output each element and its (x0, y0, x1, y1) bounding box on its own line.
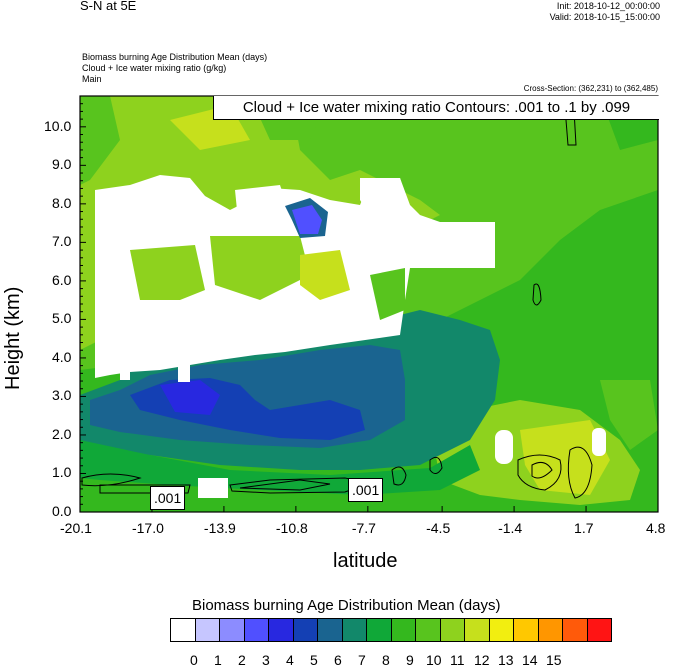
colorbar-swatch (171, 619, 195, 641)
y-tick-label: 2.0 (52, 425, 72, 442)
x-tick-label: -17.0 (131, 520, 164, 536)
y-tick-label: 3.0 (52, 387, 72, 404)
colorbar-swatch (415, 619, 440, 641)
contour-label: .001 (348, 478, 384, 502)
colorbar-label: 7 (358, 652, 366, 668)
colorbar-label: 14 (522, 652, 538, 668)
colorbar-swatch (562, 619, 587, 641)
colorbar-swatch (439, 619, 464, 641)
colorbar-swatch (243, 619, 268, 641)
y-tick-label: 8.0 (52, 194, 72, 211)
region-blue-spot-8km (292, 205, 322, 234)
field-label-1: Biomass burning Age Distribution Mean (d… (82, 52, 268, 62)
y-tick-label: 7.0 (52, 233, 72, 250)
colorbar-label: 11 (450, 652, 465, 668)
colorbar-label: 0 (190, 652, 198, 668)
contour-label: .001 (150, 486, 186, 510)
y-tick-label: 1.0 (52, 464, 72, 481)
init-time: Init: 2018-10-12_00:00:00 (556, 1, 660, 11)
colorbar-label: 15 (546, 652, 562, 668)
colorbar-label: 6 (334, 652, 342, 668)
y-tick-label: 0.0 (52, 503, 72, 519)
colorbar-swatch (586, 619, 611, 641)
colorbar-label: 9 (406, 652, 414, 668)
colorbar-label: 4 (286, 652, 294, 668)
colorbar-swatch (317, 619, 342, 641)
x-tick-label: 1.7 (574, 520, 594, 536)
plot-title: S-N at 5E (80, 0, 137, 13)
colorbar-swatch (219, 619, 244, 641)
colorbar-swatch (268, 619, 293, 641)
x-tick-label: -4.5 (426, 520, 451, 536)
y-axis-label: Height (km) (2, 286, 24, 390)
colorbar-label: 12 (474, 652, 490, 668)
field-label-2: Cloud + Ice water mixing ratio (g/kg) (82, 63, 227, 73)
colorbar-swatch (390, 619, 415, 641)
y-tick-label: 9.0 (52, 156, 72, 173)
colorbar-swatch (513, 619, 538, 641)
valid-time: Valid: 2018-10-15_15:00:00 (549, 12, 660, 22)
colorbar-swatch (537, 619, 562, 641)
y-tick-label: 6.0 (52, 271, 72, 288)
colorbar-label: 1 (214, 652, 222, 668)
colorbar-label: 2 (238, 652, 246, 668)
x-tick-label: 4.8 (646, 520, 666, 536)
colorbar-swatch (488, 619, 513, 641)
colorbar-swatch (341, 619, 366, 641)
contour-info-box: Cloud + Ice water mixing ratio Contours:… (213, 96, 659, 120)
colorbar-swatch (292, 619, 317, 641)
x-tick-label: -10.8 (275, 520, 308, 536)
colorbar-label: 10 (426, 652, 442, 668)
axis-ticks (79, 95, 659, 513)
colorbar-label: 8 (382, 652, 390, 668)
colorbar-label: 13 (498, 652, 514, 668)
colorbar-label: 5 (310, 652, 318, 668)
y-tick-label: 10.0 (44, 117, 72, 134)
colorbar-label: 3 (262, 652, 270, 668)
x-tick-label: -20.1 (60, 520, 92, 536)
colorbar-swatch (366, 619, 391, 641)
x-tick-label: -1.4 (498, 520, 523, 536)
colorbar (170, 618, 612, 642)
y-tick-label: 4.0 (52, 348, 72, 365)
x-tick-label: -7.7 (351, 520, 376, 536)
y-tick-label: 5.0 (52, 310, 72, 327)
colorbar-swatch (194, 619, 219, 641)
x-tick-label: -13.9 (203, 520, 236, 536)
field-label-3: Main (82, 74, 102, 84)
colorbar-swatch (464, 619, 489, 641)
cross-section-label: Cross-Section: (362,231) to (362,485) (523, 84, 658, 93)
colorbar-title: Biomass burning Age Distribution Mean (d… (192, 597, 501, 614)
x-axis-label: latitude (333, 550, 398, 572)
